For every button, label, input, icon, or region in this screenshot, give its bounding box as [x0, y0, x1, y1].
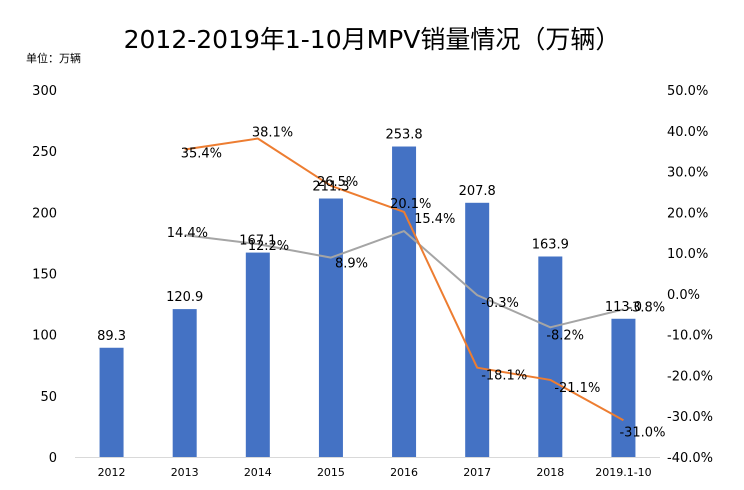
right-y-tick-label: -30.0%: [667, 410, 713, 425]
x-tick-label: 2019.1-10: [595, 466, 651, 479]
line-series: [184, 137, 624, 422]
left-y-axis: 0 50 100 150 200 250 300: [32, 84, 57, 466]
right-y-tick-label: 40.0%: [667, 125, 708, 140]
line-value-label: -21.1%: [554, 381, 600, 396]
bar: [172, 309, 197, 457]
gray-growth-line: [184, 230, 624, 329]
right-y-axis: -40.0% -30.0% -20.0% -10.0% 0.0% 10.0% 20.0% 30…: [667, 84, 713, 466]
bar: [611, 318, 636, 457]
bar-value-label: 167.1: [239, 234, 276, 249]
right-y-tick-label: 30.0%: [667, 166, 708, 181]
right-y-tick-label: 50.0%: [667, 84, 708, 99]
line-value-label: -8.2%: [546, 328, 584, 343]
bar: [99, 347, 124, 457]
x-tick-label: 2017: [463, 466, 491, 479]
right-y-tick-label: -40.0%: [667, 451, 713, 466]
line-value-label: 14.4%: [167, 226, 208, 241]
line-value-label: 35.4%: [181, 147, 222, 162]
bar: [465, 202, 490, 457]
x-tick-label: 2016: [390, 466, 418, 479]
left-y-tick-label: 0: [49, 451, 57, 466]
bar-value-label: 163.9: [532, 237, 569, 252]
line-value-label: -0.3%: [481, 296, 519, 311]
unit-label: 单位：万辆: [26, 51, 81, 65]
line-value-label: -18.1%: [481, 369, 527, 384]
bar-value-label: 207.8: [459, 184, 496, 199]
line-value-label: 20.1%: [390, 197, 431, 212]
x-tick-label: 2014: [244, 466, 272, 479]
right-y-tick-label: 20.0%: [667, 206, 708, 221]
line-value-label: 12.2%: [248, 239, 289, 254]
line-value-label: 15.4%: [414, 212, 455, 227]
right-y-tick-label: 0.0%: [667, 288, 700, 303]
bar: [318, 198, 343, 457]
right-y-tick-label: -20.0%: [667, 369, 713, 384]
line-value-label: 38.1%: [252, 126, 293, 141]
chart-title: 2012-2019年1-10月MPV销量情况（万辆）: [124, 25, 621, 54]
left-y-tick-label: 100: [32, 329, 57, 344]
line-value-label: -31.0%: [619, 425, 665, 440]
orange-growth-line: [184, 137, 624, 422]
left-y-tick-label: 250: [32, 145, 57, 160]
bar-value-label: 211.3: [312, 180, 349, 195]
x-tick-label: 2018: [536, 466, 564, 479]
bar-value-label: 113.0: [605, 300, 642, 315]
bar-value-label: 253.8: [385, 128, 422, 143]
bar: [538, 256, 563, 457]
left-y-tick-label: 300: [32, 84, 57, 99]
line-value-label: 8.9%: [335, 257, 368, 272]
bar-series: [99, 146, 636, 457]
bar-value-label: 120.9: [166, 290, 203, 305]
right-y-tick-label: -10.0%: [667, 329, 713, 344]
bar: [245, 252, 270, 457]
right-y-tick-label: 10.0%: [667, 247, 708, 262]
data-labels: 89.3 120.9 167.1 211.3 253.8 207.8 163.9 113.0 3…: [97, 126, 665, 441]
line-value-label: -3.8%: [627, 300, 665, 315]
x-tick-label: 2012: [98, 466, 126, 479]
left-y-tick-label: 200: [32, 206, 57, 221]
bar: [392, 146, 417, 457]
x-tick-label: 2015: [317, 466, 345, 479]
left-y-tick-label: 150: [32, 268, 57, 283]
left-y-tick-label: 50: [40, 390, 57, 405]
x-tick-label: 2013: [171, 466, 199, 479]
line-value-label: 26.5%: [317, 175, 358, 190]
bar-value-label: 89.3: [97, 329, 126, 344]
x-axis: 2012 2013 2014 2015 2016 2017 2018 2019.1-10: [75, 457, 660, 479]
